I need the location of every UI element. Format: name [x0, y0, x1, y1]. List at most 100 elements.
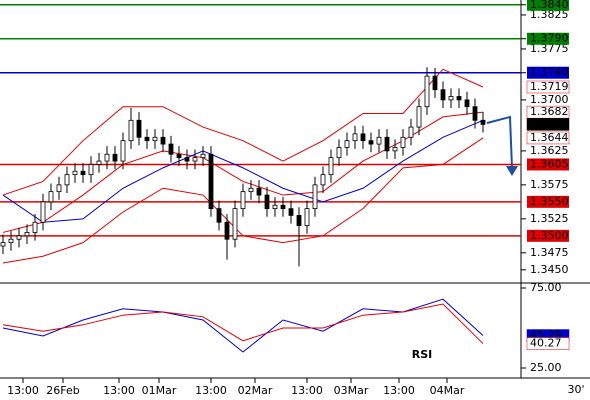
candle-body	[280, 204, 286, 210]
candle-body	[128, 119, 134, 142]
candle-body	[160, 136, 166, 145]
candle-body	[120, 140, 126, 162]
candle-body	[248, 187, 254, 193]
level-label: 1.3605	[530, 157, 569, 170]
level-label: 1.3840	[530, 0, 569, 11]
candle-body	[376, 136, 382, 145]
candle-body	[456, 96, 462, 101]
candle-body	[384, 136, 390, 152]
y-tick-label: 1.3450	[530, 263, 569, 276]
x-tick-label: 04Mar	[430, 384, 465, 397]
level-label: 1.3740	[530, 66, 569, 79]
candle-body	[296, 215, 302, 227]
indicator-line	[2, 68, 484, 196]
y-tick-label: 1.3625	[530, 144, 569, 157]
candle-body	[224, 221, 230, 240]
level-label: 1.3790	[530, 32, 569, 45]
candle-body	[312, 184, 318, 210]
candle-body	[136, 119, 142, 138]
candle-body	[392, 147, 398, 152]
candle-body	[256, 187, 262, 196]
x-tick-label: 13:00	[291, 384, 323, 397]
candle-body	[424, 75, 430, 108]
value-label: 1.3664	[530, 117, 569, 130]
y-tick-label: 1.3700	[530, 93, 569, 106]
candle-body	[32, 221, 38, 233]
candle-body	[440, 89, 446, 101]
candle-body	[192, 157, 198, 162]
forecast-arrow-head	[506, 166, 518, 176]
level-label: 1.3500	[530, 229, 569, 242]
candle-body	[304, 208, 310, 227]
candle-body	[240, 191, 246, 210]
rsi-tick-label: 75.00	[530, 281, 562, 294]
x-tick-label: 13:00	[7, 384, 39, 397]
candle-body	[400, 136, 406, 148]
x-tick-label: 13:00	[195, 384, 227, 397]
candle-body	[56, 184, 62, 193]
candle-body	[8, 238, 14, 244]
candle-body	[432, 75, 438, 91]
value-label: 1.3682	[530, 105, 569, 118]
rsi-line	[2, 303, 484, 344]
candle-body	[232, 208, 238, 240]
level-box	[527, 158, 569, 171]
candle-body	[176, 153, 182, 159]
level-box	[527, 229, 569, 242]
candle-body	[200, 153, 206, 159]
x-tick-label: 01Mar	[142, 384, 177, 397]
candle-body	[48, 191, 54, 203]
candle-body	[40, 201, 46, 223]
candle-body	[184, 157, 190, 162]
indicator-line	[2, 137, 484, 264]
candle-body	[112, 153, 118, 162]
candle-body	[272, 204, 278, 210]
rsi-title: RSI	[412, 348, 433, 361]
level-label: 1.3550	[530, 195, 569, 208]
candle-body	[88, 164, 94, 176]
candle-body	[448, 96, 454, 101]
candle-body	[264, 194, 270, 210]
timeframe: 30'	[567, 383, 584, 396]
candle-body	[168, 143, 174, 155]
candle-body	[0, 242, 6, 247]
candle-body	[216, 208, 222, 223]
value-box	[526, 131, 570, 145]
value-label: 1.3719	[530, 80, 569, 93]
y-tick-label: 1.3825	[530, 8, 569, 21]
candle-body	[464, 99, 470, 108]
candle-body	[152, 136, 158, 142]
rsi-tick-label: 25.00	[530, 361, 562, 374]
rsi-value-label: 40.27	[530, 337, 562, 350]
level-box	[527, 195, 569, 208]
candle-body	[472, 106, 478, 121]
candle-body	[360, 133, 366, 142]
candle-body	[288, 208, 294, 216]
candle-body	[328, 157, 334, 176]
candle-body	[344, 140, 350, 148]
level-box	[527, 32, 569, 45]
candle-body	[72, 170, 78, 176]
candle-body	[416, 106, 422, 128]
candle-body	[368, 140, 374, 145]
indicator-line	[2, 119, 484, 223]
x-tick-label: 13:00	[383, 384, 415, 397]
level-box	[527, 0, 569, 11]
candle-body	[408, 126, 414, 138]
candle-body	[320, 174, 326, 186]
candle-body	[480, 119, 486, 125]
x-tick-label: 13:00	[103, 384, 135, 397]
candle-body	[352, 133, 358, 142]
candle-body	[208, 153, 214, 210]
y-tick-label: 1.3575	[530, 178, 569, 191]
candle-body	[64, 174, 70, 186]
candle-body	[80, 170, 86, 176]
level-box	[527, 66, 569, 79]
candle-body	[336, 147, 342, 159]
candle-body	[24, 232, 30, 237]
y-tick-label: 1.3525	[530, 212, 569, 225]
forecast-arrow	[486, 115, 513, 169]
x-tick-label: 26Feb	[46, 384, 79, 397]
